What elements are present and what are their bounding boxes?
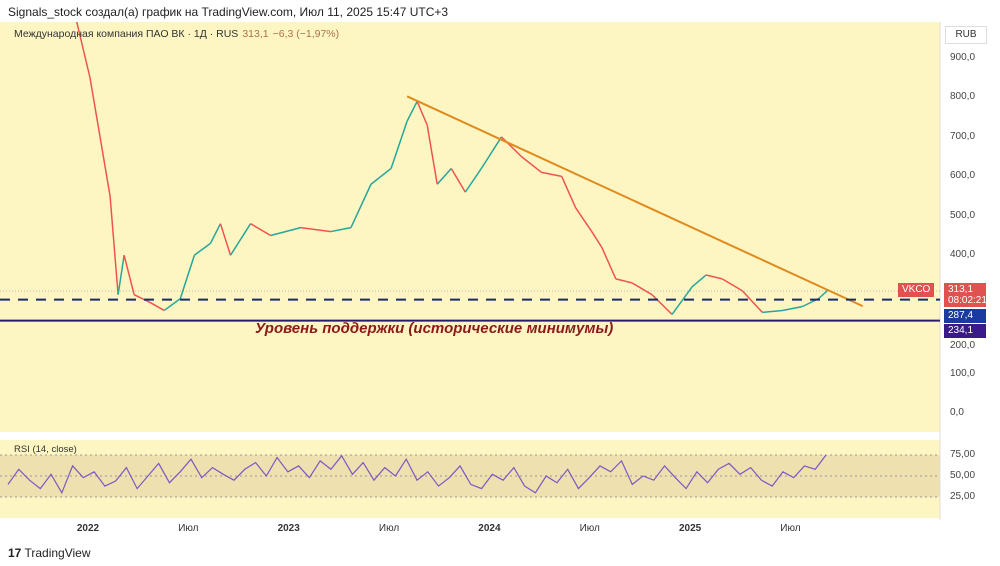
ticker-tag: VKCO: [898, 283, 935, 297]
price-segment: [671, 286, 693, 315]
price-segment: [541, 171, 562, 178]
price-segment: [390, 120, 408, 169]
time-axis-label: 2023: [277, 523, 300, 534]
price-segment: [631, 282, 653, 296]
support-level-tag: 234,1: [944, 324, 986, 338]
price-segment: [219, 223, 232, 256]
price-axis-label: 900,0: [950, 52, 976, 64]
price-segment: [330, 226, 352, 233]
price-segment: [762, 309, 783, 314]
price-segment: [436, 167, 452, 185]
trend-line: [406, 95, 864, 308]
price-change: −6,3 (−1,97%): [272, 28, 340, 40]
time-axis-label: Июл: [780, 523, 801, 534]
price-axis-label: 800,0: [950, 91, 976, 103]
price-segment: [782, 305, 803, 312]
price-segment: [133, 294, 151, 304]
time-axis-label: 2022: [76, 523, 100, 534]
price-segment: [426, 124, 438, 185]
tv-logo-icon: 17: [8, 546, 22, 560]
price-axis-label: 600,0: [950, 170, 976, 182]
price-segment: [601, 247, 617, 280]
price-segment: [651, 294, 673, 315]
price-segment: [109, 196, 119, 295]
price-segment: [615, 278, 633, 284]
price-segment: [179, 255, 196, 299]
price-segment: [209, 223, 222, 244]
time-axis-label: Июл: [579, 523, 600, 534]
symbol-name: Международная компания ПАО ВК · 1Д · RUS: [14, 28, 239, 40]
price-segment: [99, 136, 111, 197]
price-segment: [721, 278, 743, 292]
price-segment: [416, 101, 428, 126]
symbol-legend: Международная компания ПАО ВК · 1Д · RUS…: [14, 28, 339, 40]
rsi-axis-label: 50,00: [950, 470, 976, 481]
time-axis-label: Июл: [178, 523, 199, 534]
price-segment: [450, 168, 466, 193]
price-segment: [464, 168, 482, 193]
price-segment: [591, 231, 603, 248]
price-segment: [229, 223, 252, 256]
price-axis-label: 200,0: [950, 340, 976, 351]
price-segment: [350, 183, 372, 228]
price-segment: [691, 274, 707, 288]
price-segment: [406, 101, 418, 122]
price-axis-label: 500,0: [950, 209, 976, 221]
time-axis-label: 2024: [478, 523, 501, 534]
rsi-legend: RSI (14, close): [14, 444, 77, 455]
price-segment: [370, 167, 392, 185]
price-segment: [75, 22, 91, 78]
price-segment: [117, 255, 125, 295]
time-axis-label: Июл: [378, 523, 400, 534]
price-segment: [480, 136, 503, 169]
price-chart[interactable]: [0, 22, 1000, 542]
price-segment: [149, 301, 165, 312]
rsi-axis-label: 25,00: [950, 491, 976, 502]
price-axis-label: 0,0: [950, 407, 964, 418]
price-segment: [741, 290, 763, 313]
dashed-level-tag: 287,4: [944, 309, 986, 323]
last-price: 313,1: [242, 28, 269, 40]
last-price-tag: 313,1 08:02:21: [944, 283, 987, 307]
price-segment: [123, 255, 135, 295]
support-annotation: Уровень поддержки (исторические минимумы…: [255, 320, 614, 337]
price-segment: [705, 274, 723, 280]
bar-countdown: 08:02:21: [948, 295, 987, 306]
currency-button[interactable]: RUB: [945, 26, 987, 44]
price-segment: [270, 226, 301, 237]
last-price-value: 313,1: [948, 284, 974, 295]
price-segment: [250, 223, 272, 237]
price-axis-label: 400,0: [950, 249, 976, 261]
price-segment: [89, 77, 101, 138]
price-axis-label: 700,0: [950, 130, 976, 142]
tradingview-logo[interactable]: 17 TradingView: [8, 546, 91, 560]
rsi-line: [7, 454, 827, 495]
price-segment: [521, 156, 543, 174]
price-axis-label: 100,0: [950, 367, 976, 379]
price-segment: [818, 288, 830, 300]
price-segment: [300, 226, 331, 233]
rsi-axis-label: 75,00: [950, 449, 976, 460]
price-segment: [575, 207, 593, 232]
branding-text: TradingView: [24, 546, 91, 560]
time-axis-label: 2025: [678, 523, 702, 534]
price-segment: [163, 298, 181, 312]
price-segment: [560, 176, 577, 209]
price-segment: [193, 242, 211, 256]
price-pane: [0, 22, 940, 432]
chart-author-header: Signals_stock создал(а) график на Tradin…: [8, 5, 449, 19]
